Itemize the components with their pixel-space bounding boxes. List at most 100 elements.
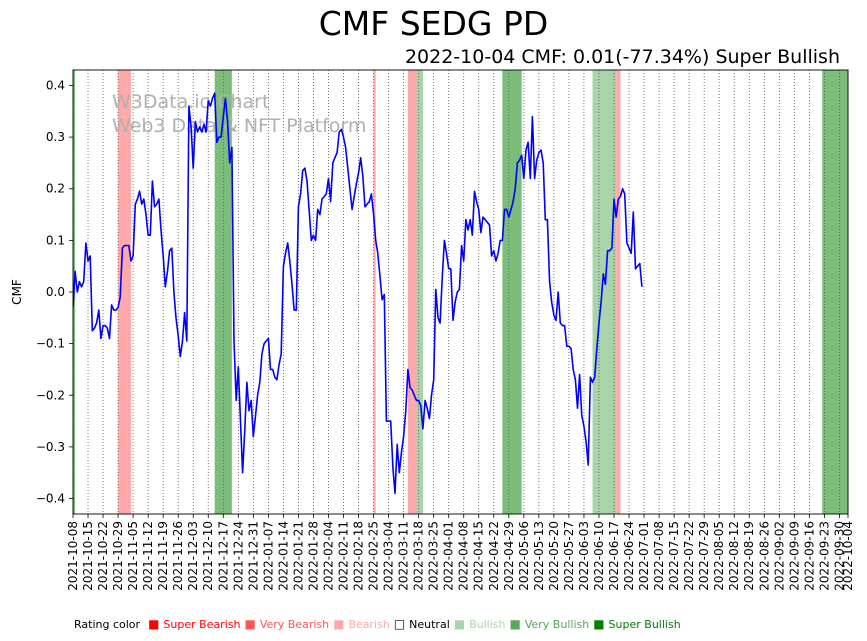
legend-label: Super Bearish <box>163 617 241 631</box>
cmf-line <box>73 92 643 495</box>
x-tick-label: 2022-05-06 <box>517 521 531 591</box>
x-tick-label: 2022-06-03 <box>577 521 591 591</box>
legend-item: □ Neutral <box>394 617 450 631</box>
rating-band <box>373 70 376 514</box>
x-tick-label: 2022-09-23 <box>817 521 831 591</box>
x-tick-label: 2022-07-15 <box>667 521 681 591</box>
x-tick-label: 2022-04-08 <box>457 521 471 591</box>
legend-item: ■ Very Bearish <box>244 617 329 631</box>
x-tick-label: 2021-12-10 <box>201 521 215 591</box>
y-tick-label: 0.1 <box>46 233 65 247</box>
rating-band <box>502 70 522 514</box>
x-tick-label: 2022-07-08 <box>652 521 666 591</box>
legend-swatch: ■ <box>453 617 466 631</box>
x-tick-label: 2022-09-02 <box>772 521 786 591</box>
y-tick-label: 0.4 <box>46 78 65 92</box>
legend-item: ■ Bearish <box>333 617 390 631</box>
x-tick-label: 2022-02-11 <box>336 521 350 591</box>
chart-title: CMF SEDG PD <box>318 4 549 43</box>
legend-item: ■ Very Bullish <box>510 617 590 631</box>
x-tick-label: 2021-12-31 <box>246 521 260 591</box>
x-tick-label: 2022-06-10 <box>592 521 606 591</box>
x-tick-label: 2022-09-30 <box>832 521 846 591</box>
x-tick-label: 2022-04-22 <box>487 521 501 591</box>
legend-label: Bearish <box>348 617 390 631</box>
rating-band <box>616 70 621 514</box>
x-tick-label: 2022-07-01 <box>637 521 651 591</box>
x-tick-label: 2022-05-27 <box>562 521 576 591</box>
x-tick-label: 2021-12-17 <box>216 521 230 591</box>
legend-item: ■ Super Bearish <box>148 617 240 631</box>
y-tick-label: −0.2 <box>36 388 65 402</box>
x-tick-label: 2022-08-19 <box>742 521 756 591</box>
x-tick-label: 2021-11-19 <box>156 521 170 591</box>
watermark-text: W3Data.io Chart <box>112 91 269 113</box>
watermark-text: Web3 Data & NFT Platform <box>112 115 366 137</box>
y-tick-label: −0.3 <box>36 440 65 454</box>
x-tick-label: 2022-02-04 <box>321 521 335 591</box>
x-tick-label: 2022-09-16 <box>802 521 816 591</box>
legend-item: ■ Super Bullish <box>593 617 680 631</box>
y-tick-label: 0.2 <box>46 182 65 196</box>
x-tick-label: 2021-10-08 <box>66 521 80 591</box>
x-tick-label: 2021-10-29 <box>111 521 125 591</box>
x-tick-label: 2022-03-25 <box>427 521 441 591</box>
y-axis-label: CMF <box>10 279 24 305</box>
x-tick-label: 2022-02-18 <box>352 521 366 591</box>
x-tick-label: 2022-08-12 <box>727 521 741 591</box>
x-tick-label: 2022-07-29 <box>697 521 711 591</box>
chart-subtitle: 2022-10-04 CMF: 0.01(-77.34%) Super Bull… <box>404 46 840 68</box>
y-tick-label: −0.4 <box>36 492 65 506</box>
x-tick-label: 2022-04-01 <box>442 521 456 591</box>
legend-title: Rating color <box>74 617 141 631</box>
y-tick-label: 0.3 <box>46 130 65 144</box>
x-tick-label: 2021-11-26 <box>171 521 185 591</box>
x-tick-label: 2022-02-25 <box>367 521 381 591</box>
x-tick-label: 2022-03-11 <box>397 521 411 591</box>
x-tick-label: 2021-11-05 <box>126 521 140 591</box>
x-tick-label: 2022-05-13 <box>532 521 546 591</box>
rating-band <box>118 70 131 514</box>
legend-label: Bullish <box>469 617 506 631</box>
x-tick-label: 2022-03-04 <box>382 521 396 591</box>
x-tick-label: 2022-06-24 <box>622 521 636 591</box>
legend-swatch: ■ <box>244 617 256 631</box>
y-tick-label: −0.1 <box>36 337 65 351</box>
x-tick-label: 2022-01-21 <box>291 521 305 591</box>
legend-label: Very Bullish <box>524 617 590 631</box>
x-tick-label: 2022-04-15 <box>472 521 486 591</box>
x-tick-label: 2022-05-20 <box>547 521 561 591</box>
x-tick-label: 2021-11-12 <box>141 521 155 591</box>
x-tick-label: 2022-07-22 <box>682 521 696 591</box>
legend-label: Neutral <box>409 617 450 631</box>
x-tick-label: 2022-09-09 <box>787 521 801 591</box>
rating-band <box>407 70 417 514</box>
y-tick-label: 0.0 <box>46 285 65 299</box>
x-tick-label: 2022-01-28 <box>306 521 320 591</box>
x-tick-label: 2022-08-26 <box>757 521 771 591</box>
plot-frame <box>72 69 849 515</box>
x-tick-label: 2022-01-14 <box>276 521 290 591</box>
legend-swatch: ■ <box>509 617 521 631</box>
x-tick-label: 2022-01-07 <box>261 521 275 591</box>
x-tick-label: 2022-04-29 <box>502 521 516 591</box>
legend-swatch: □ <box>393 617 406 631</box>
rating-band <box>822 70 848 514</box>
x-tick-label: 2022-03-18 <box>412 521 426 591</box>
legend-item: ■ Bullish <box>454 617 506 631</box>
legend-swatch: ■ <box>593 617 605 631</box>
rating-legend: Rating color ■ Super Bearish ■ Very Bearish… <box>74 617 685 631</box>
rating-band <box>592 70 617 514</box>
x-tick-label: 2022-06-17 <box>607 521 621 591</box>
x-tick-label: 2021-12-24 <box>231 521 245 591</box>
x-tick-label: 2021-12-03 <box>186 521 200 591</box>
rating-band <box>416 70 423 514</box>
x-tick-label: 2021-10-22 <box>96 521 110 591</box>
x-tick-label: 2021-10-15 <box>81 521 95 591</box>
legend-swatch: ■ <box>333 617 345 631</box>
legend-label: Very Bearish <box>259 617 330 631</box>
legend-label: Super Bullish <box>608 617 681 631</box>
x-tick-label: 2022-10-04 <box>841 521 855 591</box>
legend-swatch: ■ <box>148 617 160 631</box>
